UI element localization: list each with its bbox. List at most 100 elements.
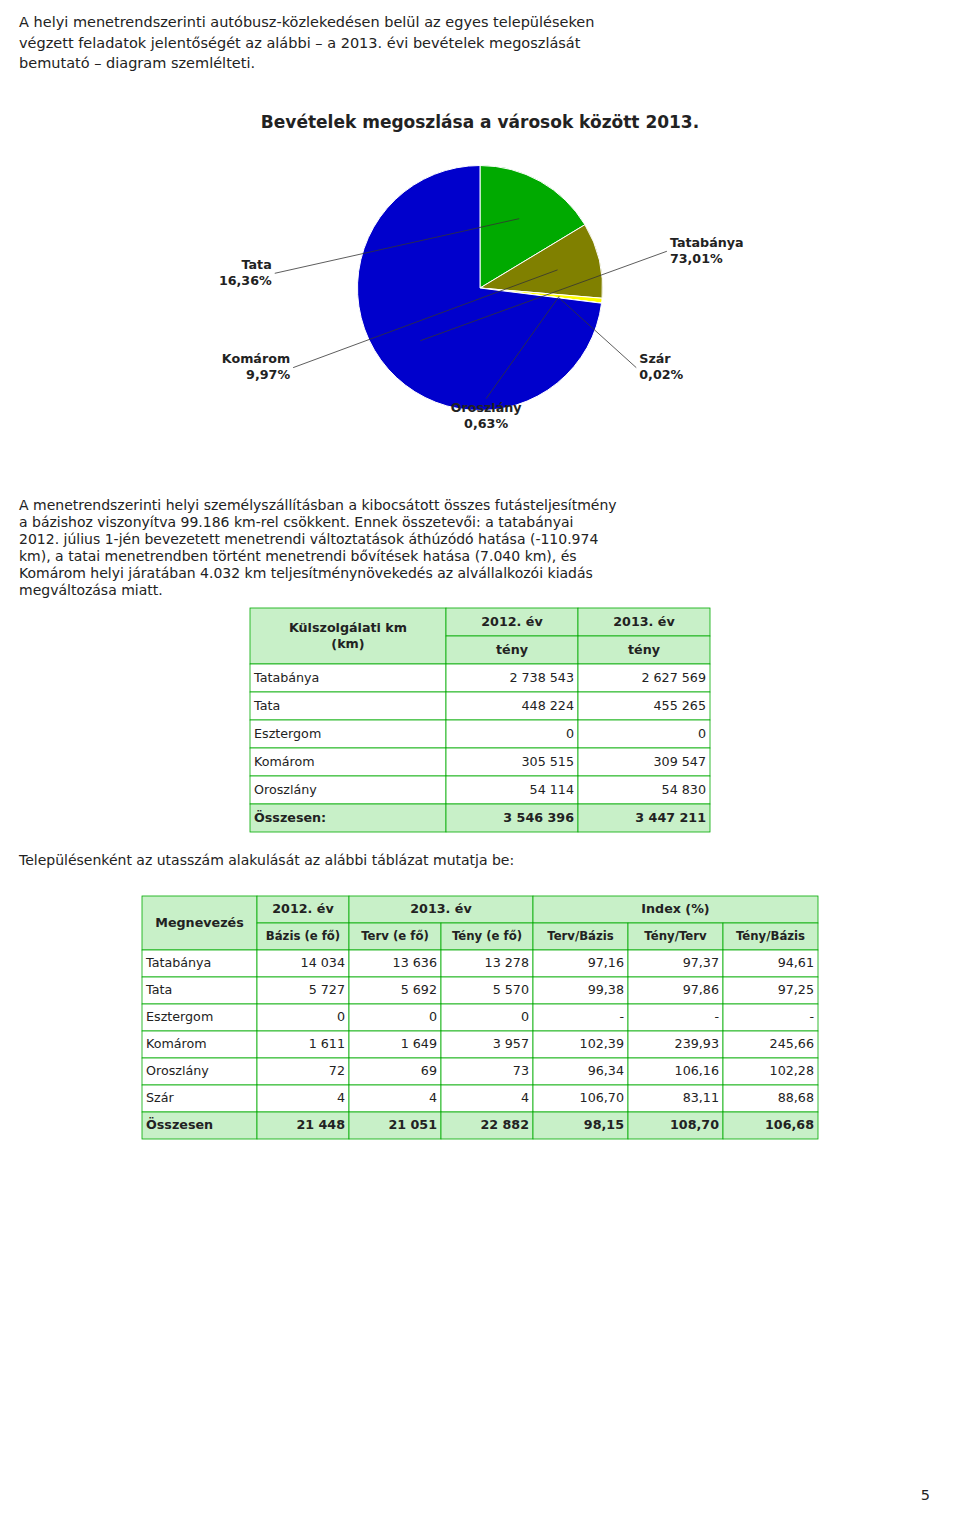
table-cell [142,1058,257,1085]
table-value: 106,68 [765,1117,814,1132]
table-cell [142,1004,257,1031]
table-value: 72 [329,1063,345,1078]
table-cell [446,664,578,692]
table-cell [349,977,441,1004]
table-cell [349,950,441,977]
table-cell [446,748,578,776]
table-cell [250,748,446,776]
table-cell [441,1112,533,1139]
table-value: 309 547 [654,754,706,769]
table-cell [446,720,578,748]
between-tables-text: Településenként az utasszám alakulását a… [18,852,514,868]
table-value: 97,16 [588,955,624,970]
table-cell [723,1031,818,1058]
table-cell [723,977,818,1004]
table-value: 455 265 [654,698,706,713]
data-label: 0,02% [639,367,683,382]
table-cell [257,1004,349,1031]
table-cell [250,720,446,748]
table-cell [441,923,533,950]
table-cell [533,977,628,1004]
slice-label: Szár [639,351,671,366]
table-header: 2012. év [272,901,334,916]
body-line: A menetrendszerinti helyi személyszállít… [19,497,617,513]
table-cell [628,1112,723,1139]
table-value: 21 051 [388,1117,437,1132]
table-header: Külszolgálati km [289,620,407,635]
table-header: 2012. év [481,614,543,629]
table-value: 0 [698,726,706,741]
table-cell [533,1031,628,1058]
table-value: 97,86 [683,982,719,997]
table-value: 5 727 [309,982,345,997]
page: A helyi menetrendszerinti autóbusz-közle… [0,0,960,1517]
table-value: - [619,1009,624,1024]
table-value: 69 [421,1063,437,1078]
table-cell [578,664,710,692]
table-cell [533,923,628,950]
table-value: 73 [513,1063,529,1078]
table-value: 13 278 [485,955,529,970]
table-value: Szár [146,1090,174,1105]
table-value: Esztergom [254,726,321,741]
table-value: 83,11 [683,1090,719,1105]
table-cell [349,1031,441,1058]
table-header: (km) [331,636,364,651]
table-value: 13 636 [393,955,437,970]
table-header: Terv/Bázis [547,929,614,943]
table-cell [578,608,710,636]
table-cell [441,1085,533,1112]
body-line: megváltozása miatt. [19,582,163,598]
table-cell [349,1058,441,1085]
page-title: A helyi menetrendszerinti autóbusz-közle… [19,14,594,71]
table-cell [446,776,578,804]
table-cell [142,1031,257,1058]
table-cell [142,1085,257,1112]
table-value: Oroszlány [146,1063,209,1078]
table-cell [257,896,349,923]
body-line: Komárom helyi járatában 4.032 km teljesí… [19,565,593,581]
table-cell [142,977,257,1004]
slice-label: Oroszlány [451,400,523,415]
table-value: 88,68 [778,1090,814,1105]
table-cell [533,1058,628,1085]
table-cell [250,776,446,804]
table-cell [533,1004,628,1031]
data-label: 0,63% [464,416,508,431]
table-cell [250,664,446,692]
body-line: km), a tatai menetrendben történt menetr… [19,548,577,564]
page-title-line: bemutató – diagram szemlélteti. [19,55,255,71]
table-cell [142,950,257,977]
table-value: 0 [429,1009,437,1024]
table-value: 98,15 [584,1117,624,1132]
table-value: Esztergom [146,1009,213,1024]
table-header: Tény/Terv [644,929,707,943]
table-value: 0 [566,726,574,741]
slice-label: Tata [242,257,272,272]
leader-line [559,298,636,368]
table-value: 1 649 [401,1036,437,1051]
slice-label: Komárom [222,351,290,366]
leader-line [275,219,519,274]
table-value: 106,70 [580,1090,624,1105]
table-value: 22 882 [480,1117,529,1132]
table-cell [533,950,628,977]
table-cell [628,1085,723,1112]
table-value: 94,61 [778,955,814,970]
table-cell [257,1085,349,1112]
table-value: 1 611 [309,1036,345,1051]
table-cell [578,776,710,804]
table-cell [578,692,710,720]
table-cell [628,1058,723,1085]
table-value: 102,28 [770,1063,814,1078]
table-header: tény [496,642,529,657]
table-value: Komárom [254,754,315,769]
page-number: 5 [921,1487,930,1503]
table-value: 21 448 [296,1117,345,1132]
table-cell [349,1085,441,1112]
table-cell [628,1031,723,1058]
table-value: 96,34 [588,1063,624,1078]
table-cell [578,636,710,664]
table-value: Komárom [146,1036,207,1051]
table-value: 3 447 211 [635,810,706,825]
